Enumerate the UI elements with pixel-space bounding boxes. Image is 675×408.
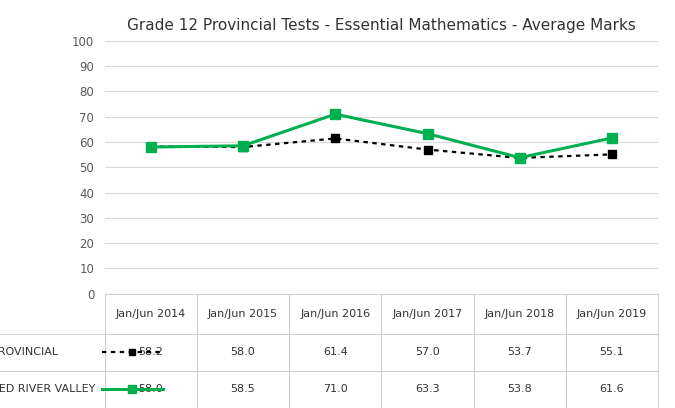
Title: Grade 12 Provincial Tests - Essential Mathematics - Average Marks: Grade 12 Provincial Tests - Essential Ma… [127, 18, 636, 33]
